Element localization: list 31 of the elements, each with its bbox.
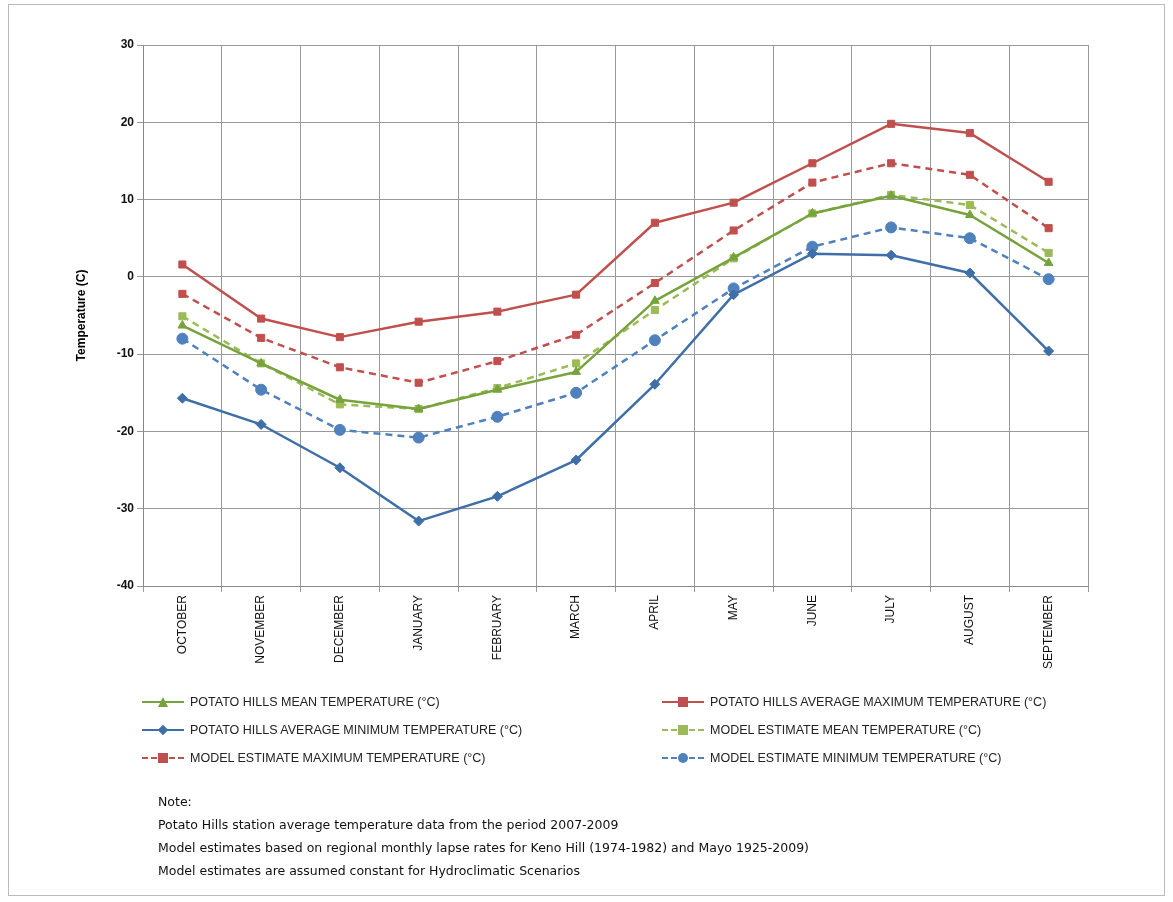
x-tick-label: MAY xyxy=(725,595,740,621)
y-tick-label: 0 xyxy=(127,269,135,284)
x-tick-label: JUNE xyxy=(804,595,819,627)
legend-label: MODEL ESTIMATE MINIMUM TEMPERATURE (°C) xyxy=(710,751,1002,765)
x-tick-label: MARCH xyxy=(568,595,583,639)
legend-label: POTATO HILLS AVERAGE MAXIMUM TEMPERATURE (°C) xyxy=(710,695,1047,709)
text: Note: xyxy=(158,793,193,811)
x-tick-label: SEPTEMBER xyxy=(1040,594,1055,670)
legend-label: MODEL ESTIMATE MEAN TEMPERATURE (°C) xyxy=(710,723,982,737)
text: Model estimates based on regional monthly lapse rates for Keno Hill (1974-1982) and Mayo 1925-2009) xyxy=(158,839,810,857)
text: Potato Hills station average temperature data from the period 2007-2009 xyxy=(158,816,620,834)
x-tick-label: FEBRUARY xyxy=(489,595,504,661)
y-tick-label: -20 xyxy=(116,423,135,438)
y-tick-label: 30 xyxy=(120,37,135,52)
x-tick-label: JANUARY xyxy=(410,595,425,651)
legend-label: POTATO HILLS AVERAGE MINIMUM TEMPERATURE (°C) xyxy=(190,723,523,737)
x-tick-label: OCTOBER xyxy=(174,594,189,655)
x-tick-label: JULY xyxy=(883,595,898,624)
x-tick-label: AUGUST xyxy=(962,594,977,646)
y-axis-title: Temperature (C) xyxy=(73,269,88,362)
y-tick-label: -30 xyxy=(116,501,135,516)
legend-label: POTATO HILLS MEAN TEMPERATURE (°C) xyxy=(190,695,440,709)
y-tick-label: -10 xyxy=(116,346,135,361)
y-tick-label: 10 xyxy=(120,191,135,206)
text: Model estimates are assumed constant for Hydroclimatic Scenarios xyxy=(158,862,581,880)
x-tick-label: APRIL xyxy=(647,594,662,630)
legend-label: MODEL ESTIMATE MAXIMUM TEMPERATURE (°C) xyxy=(190,751,486,765)
x-tick-label: DECEMBER xyxy=(332,594,347,664)
x-tick-label: NOVEMBER xyxy=(253,594,268,664)
y-tick-label: 20 xyxy=(120,114,135,129)
y-tick-label: -40 xyxy=(116,578,135,593)
